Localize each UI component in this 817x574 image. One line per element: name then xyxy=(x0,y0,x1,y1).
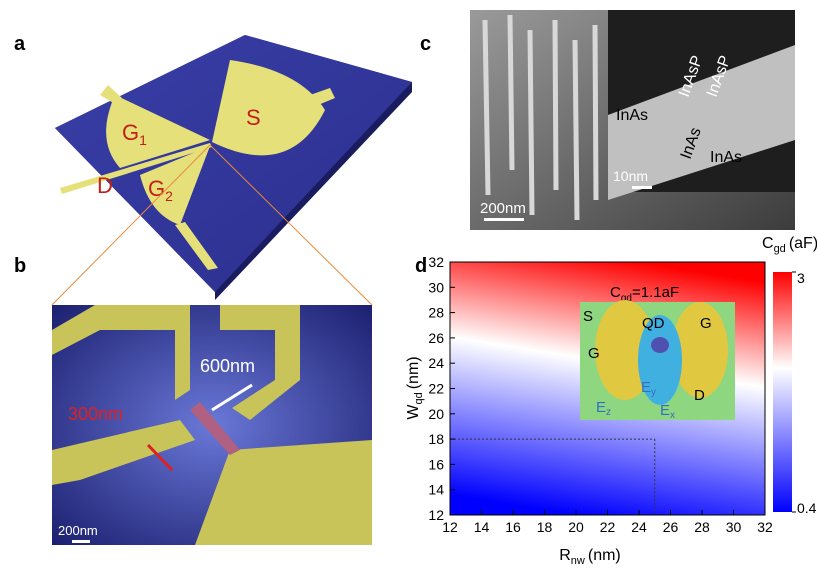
scale-bar-label: 10μm xyxy=(150,262,183,277)
svg-text:D: D xyxy=(694,387,705,404)
figure: a G1 G2 S D 10μm b 600nm 300nm 200nm c I… xyxy=(0,0,817,569)
svg-text:S: S xyxy=(583,308,593,325)
scale-bar-label: 10nm xyxy=(613,168,648,184)
svg-text:InAs: InAs xyxy=(710,149,742,166)
source-label: S xyxy=(246,105,261,130)
x-tick-label: 28 xyxy=(694,519,710,535)
svg-text:G: G xyxy=(588,345,600,362)
y-tick-label: 20 xyxy=(428,406,444,422)
panel-label: a xyxy=(14,33,26,55)
y-tick-label: 32 xyxy=(428,254,444,270)
y-tick-label: 28 xyxy=(428,305,444,321)
x-tick-label: 12 xyxy=(442,519,458,535)
y-tick-label: 26 xyxy=(428,330,444,346)
width-label: 600nm xyxy=(200,356,255,376)
inset: S QD G G D Ey Ez Ex xyxy=(580,300,735,421)
x-tick-label: 22 xyxy=(600,519,616,535)
scale-bar xyxy=(484,218,524,221)
length-label: 300nm xyxy=(68,404,123,424)
x-tick-label: 32 xyxy=(757,519,773,535)
scale-bar xyxy=(632,186,652,189)
x-axis-label: Rnw(nm) xyxy=(559,547,621,567)
y-tick-label: 16 xyxy=(428,456,444,472)
x-tick-label: 24 xyxy=(631,519,647,535)
x-tick-label: 16 xyxy=(505,519,521,535)
y-tick-label: 24 xyxy=(428,355,444,371)
y-tick-label: 12 xyxy=(428,507,444,523)
scale-bar xyxy=(72,540,90,543)
colorbar-tick-label: 0.4 xyxy=(797,500,817,516)
quantum-dot xyxy=(651,337,669,353)
scale-bar-label: 200nm xyxy=(58,523,98,538)
y-tick-label: 30 xyxy=(428,279,444,295)
scale-bar xyxy=(150,280,190,283)
x-tick-label: 26 xyxy=(663,519,679,535)
x-tick-label: 18 xyxy=(537,519,553,535)
colorbar-title: Cgd(aF) xyxy=(762,235,817,255)
x-tick-label: 30 xyxy=(726,519,742,535)
colorbar-tick-label: 3 xyxy=(797,270,805,286)
svg-text:G: G xyxy=(700,315,712,332)
y-tick-label: 22 xyxy=(428,381,444,397)
y-tick-label: 18 xyxy=(428,431,444,447)
drain-label: D xyxy=(97,173,113,198)
svg-text:QD: QD xyxy=(642,315,665,332)
scale-bar-label: 200nm xyxy=(480,200,526,217)
x-tick-label: 20 xyxy=(568,519,584,535)
y-axis-label: Wqd(nm) xyxy=(405,356,425,419)
panel-label: d xyxy=(415,255,427,277)
x-tick-label: 14 xyxy=(474,519,490,535)
svg-text:InAs: InAs xyxy=(616,107,648,124)
colorbar xyxy=(773,272,792,512)
panel-label: b xyxy=(14,255,26,277)
panel-label: c xyxy=(420,33,431,55)
y-tick-label: 14 xyxy=(428,482,444,498)
